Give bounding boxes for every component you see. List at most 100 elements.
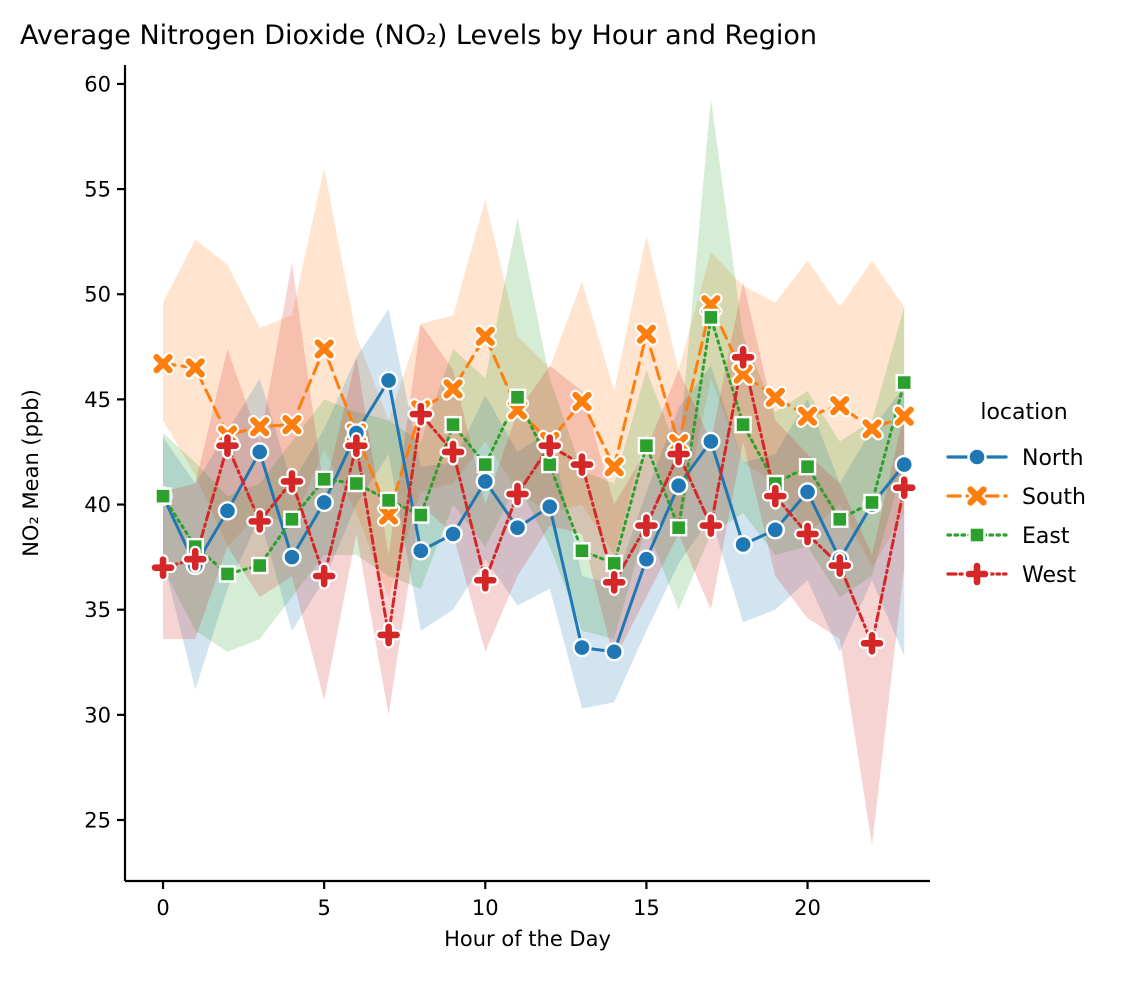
series-west-marker: [699, 514, 723, 537]
y-tick-label: 30: [84, 703, 111, 727]
series-north-marker: [507, 517, 528, 538]
legend-marker-west: [965, 562, 989, 586]
series-east-marker: [637, 436, 656, 455]
series-north-marker: [282, 547, 302, 567]
legend-marker-south: [967, 486, 987, 506]
series-south-marker: [250, 417, 270, 437]
series-south-marker: [797, 406, 818, 426]
series-west-marker: [216, 434, 239, 457]
series-west-marker: [473, 568, 497, 592]
series-west-marker: [312, 564, 336, 588]
series-west-marker: [506, 482, 529, 506]
x-tick-label: 15: [633, 896, 660, 920]
series-south-marker: [379, 505, 399, 525]
series-east-marker: [863, 493, 881, 512]
series-north-marker: [475, 471, 495, 492]
series-east-marker: [218, 565, 237, 583]
series-west-marker: [248, 510, 272, 533]
series-east-marker: [476, 455, 494, 474]
legend-marker-east: [968, 526, 986, 544]
series-east-marker: [573, 542, 591, 560]
series-north-marker: [765, 520, 786, 540]
series-west-marker: [892, 476, 916, 500]
series-east-marker: [541, 455, 559, 474]
series-north-marker: [701, 431, 721, 452]
series-south-marker: [153, 354, 173, 374]
series-west-marker: [828, 554, 852, 577]
series-east-marker: [702, 308, 720, 327]
legend-label-south: South: [1022, 485, 1086, 510]
series-north-marker: [378, 370, 399, 391]
series-north-marker: [217, 501, 238, 521]
series-south-marker: [830, 396, 850, 416]
series-north-marker: [636, 549, 657, 569]
x-tick-label: 5: [317, 896, 330, 920]
legend-label-west: West: [1022, 563, 1076, 588]
series-west-marker: [377, 623, 400, 647]
series-north-marker: [894, 454, 914, 475]
series-south-marker: [862, 419, 882, 439]
x-axis-label: Hour of the Day: [444, 927, 611, 951]
band-east: [163, 98, 905, 652]
series-north-marker: [668, 475, 689, 496]
legend-title: location: [980, 400, 1067, 425]
y-tick-label: 40: [84, 493, 111, 517]
series-east-marker: [379, 491, 398, 510]
legend-marker-north: [967, 447, 987, 467]
series-west-marker: [183, 547, 207, 571]
y-tick-label: 60: [84, 72, 111, 96]
series-south-marker: [894, 406, 914, 426]
series-west-marker: [345, 434, 368, 457]
series-south-marker: [636, 324, 657, 344]
series-north-marker: [443, 524, 463, 544]
series-west-marker: [280, 470, 304, 493]
series-north-marker: [572, 637, 592, 658]
series-east-marker: [895, 373, 913, 392]
series-south-marker: [443, 379, 463, 399]
series-west-marker: [635, 514, 658, 537]
series-west-marker: [570, 453, 594, 476]
band-north: [163, 309, 905, 709]
series-north-marker: [540, 496, 560, 517]
series-north-marker: [604, 642, 624, 662]
y-tick-label: 35: [84, 598, 111, 622]
series-west-marker: [731, 346, 755, 369]
series-east-marker: [798, 457, 817, 476]
x-tick-label: 0: [156, 896, 169, 920]
y-axis-label: NO₂ Mean (ppb): [19, 389, 43, 557]
series-east-marker: [347, 474, 366, 493]
chart-title: Average Nitrogen Dioxide (NO₂) Levels by…: [20, 20, 817, 51]
series-west-marker: [796, 522, 819, 546]
x-tick-label: 20: [794, 896, 821, 920]
series-north-marker: [411, 541, 431, 561]
series-west-marker: [764, 484, 787, 508]
legend-label-east: East: [1022, 524, 1070, 549]
series-west-marker: [602, 571, 626, 594]
series-west-marker: [860, 632, 884, 655]
series-west-marker: [409, 402, 433, 426]
series-south-marker: [733, 364, 753, 384]
series-west-marker: [538, 434, 562, 457]
series-south-marker: [765, 387, 785, 407]
series-east-marker: [669, 518, 688, 537]
series-north-marker: [733, 534, 753, 555]
y-tick-label: 25: [84, 809, 111, 833]
series-east-marker: [508, 388, 527, 406]
band-west: [163, 262, 905, 846]
legend-label-north: North: [1022, 446, 1084, 471]
series-west-marker: [667, 442, 690, 466]
series-east-marker: [444, 415, 462, 434]
series-west-marker: [441, 440, 465, 464]
series-east-marker: [251, 556, 269, 575]
series-south-marker: [604, 457, 624, 477]
series-east-marker: [412, 506, 430, 524]
series-south-marker: [572, 391, 592, 412]
series-east-marker: [734, 415, 752, 434]
series-north-marker: [314, 492, 334, 513]
series-south-marker: [185, 358, 205, 378]
y-tick-label: 50: [84, 283, 111, 307]
x-tick-label: 10: [472, 896, 499, 920]
y-tick-label: 55: [84, 178, 111, 202]
